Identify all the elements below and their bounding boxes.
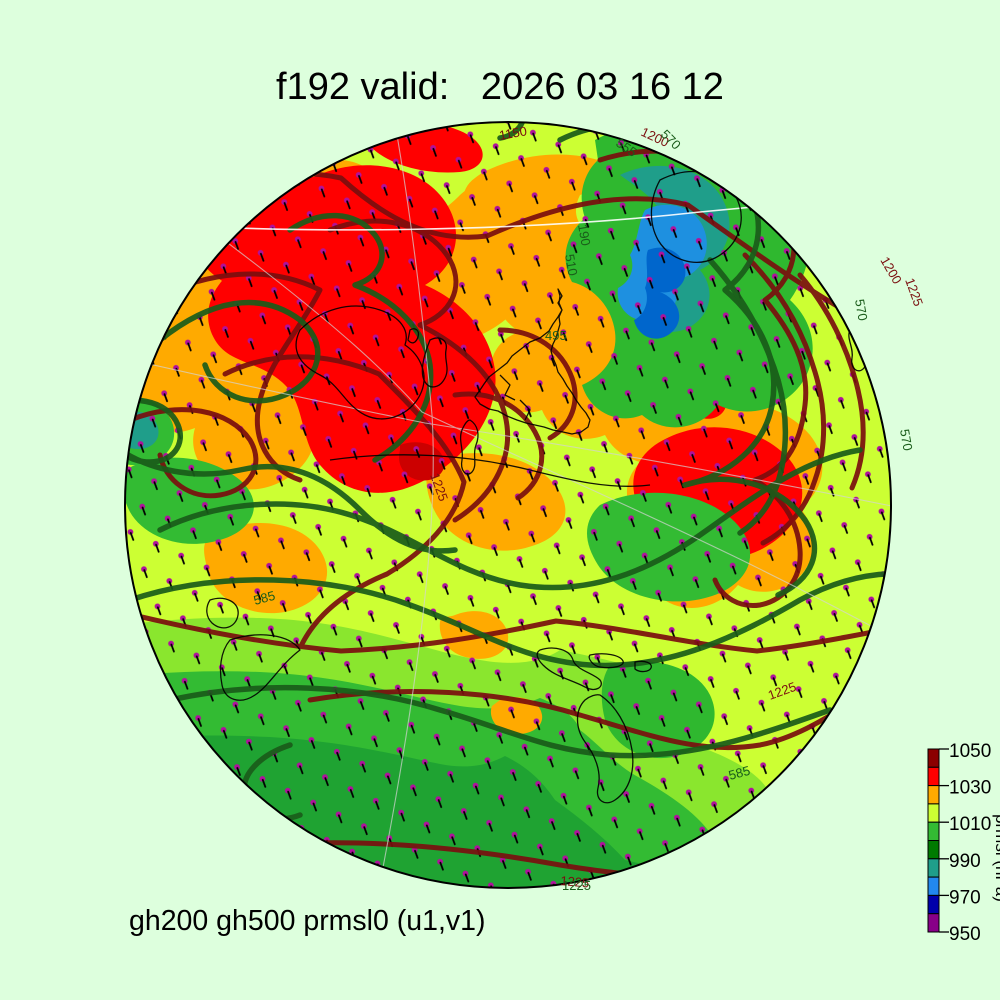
svg-text:prmsl (hPa): prmsl (hPa) (992, 814, 1000, 902)
svg-text:1030: 1030 (949, 778, 991, 799)
svg-text:1050: 1050 (949, 741, 991, 762)
svg-text:570: 570 (852, 298, 871, 322)
svg-text:1010: 1010 (949, 814, 991, 835)
svg-text:970: 970 (949, 887, 981, 908)
svg-text:1225: 1225 (562, 878, 591, 893)
svg-text:990: 990 (949, 851, 981, 872)
svg-text:570: 570 (658, 127, 684, 153)
svg-text:495: 495 (545, 328, 567, 343)
svg-text:950: 950 (949, 924, 981, 945)
svg-text:570: 570 (897, 428, 916, 452)
svg-text:1200: 1200 (877, 254, 904, 287)
svg-text:1225: 1225 (902, 276, 926, 308)
